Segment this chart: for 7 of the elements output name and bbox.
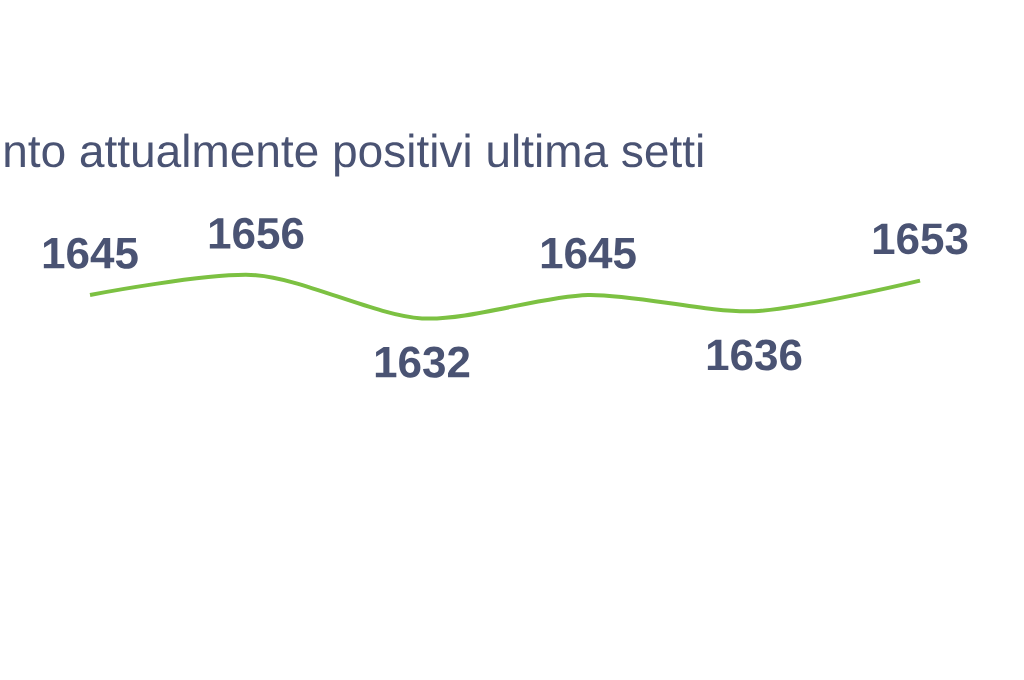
data-label: 1656	[209, 217, 304, 249]
data-label: 1636	[707, 339, 802, 371]
data-label: 1632	[375, 346, 470, 378]
data-label: 1653	[873, 223, 968, 255]
data-label: 1645	[541, 237, 636, 269]
data-label: 1645	[43, 237, 138, 269]
chart-title: nto attualmente positivi ultima setti	[5, 133, 703, 177]
